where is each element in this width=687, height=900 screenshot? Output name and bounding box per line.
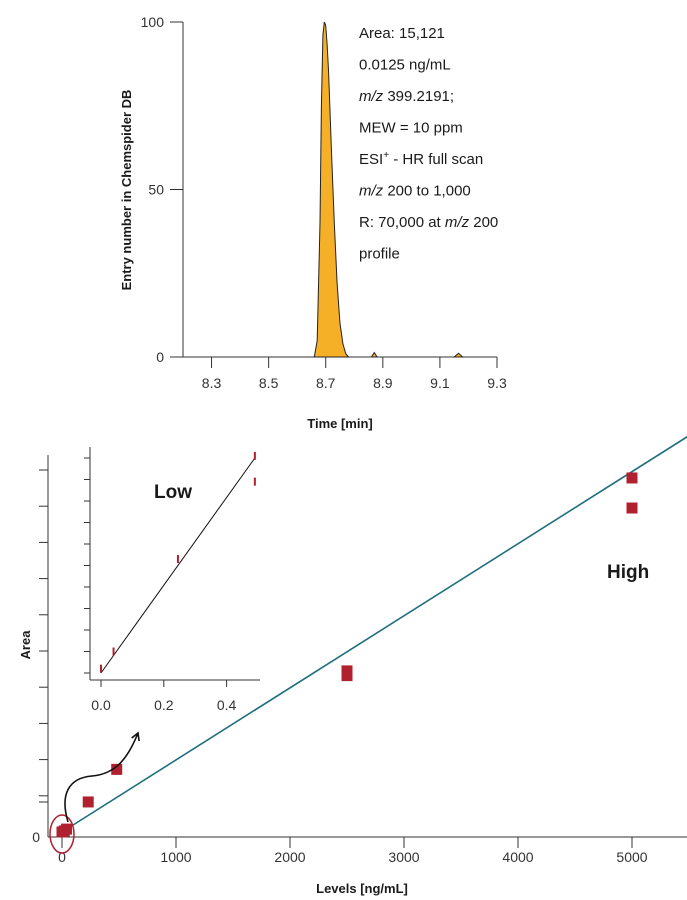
chromatogram-x-tick-label: 9.3	[487, 375, 507, 391]
calibration-points	[56, 472, 638, 838]
chromatogram-x-tick-label: 8.3	[202, 375, 222, 391]
inset-x-ticks: 0.0 0.2 0.4	[91, 680, 237, 713]
inset-point	[253, 451, 256, 460]
inset-y-ticks	[84, 457, 90, 674]
low-range-inset: 0.0 0.2 0.4 Low	[84, 447, 260, 713]
inset-point	[176, 555, 179, 564]
minor-peak	[452, 352, 465, 358]
chromatogram-y-tick-label: 50	[148, 182, 164, 198]
low-label: Low	[154, 482, 192, 503]
chromatogram-chart: 0 50 100 8.3 8.5 8.7 8.9 9.1 9.3 Time [min] Ent…	[119, 14, 507, 431]
calibration-x-tick-label: 0	[58, 849, 66, 865]
annotation-line: Area: 15,121	[359, 25, 445, 42]
annotation-line: MEW = 10 ppm	[359, 120, 463, 137]
minor-peak	[370, 351, 379, 358]
inset-point	[112, 647, 115, 656]
annotation-line: m/z 200 to 1,000	[359, 183, 471, 200]
calibration-x-ticks: 0 1000 2000 3000 4000 5000	[58, 837, 648, 865]
high-label: High	[607, 562, 649, 583]
low-range-highlight	[49, 814, 75, 854]
chromatogram-y-tick-label: 100	[141, 14, 165, 30]
calibration-y-tick-label: 0	[32, 829, 40, 845]
chromatogram-x-tick-label: 8.5	[259, 375, 279, 391]
annotation-line: ESI+ - HR full scan	[359, 150, 483, 168]
chromatogram-y-ticks: 0 50 100	[141, 14, 183, 365]
calibration-x-tick-label: 5000	[616, 849, 647, 865]
chromatogram-x-tick-label: 8.9	[373, 375, 393, 391]
calibration-x-tick-label: 3000	[388, 849, 419, 865]
annotation-line: profile	[359, 246, 400, 263]
calibration-point	[626, 472, 638, 484]
calibration-chart: 0 0 1000 2000 3000 4000 5000 Levels [ng/mL] A…	[18, 435, 687, 896]
zoom-arrow-icon	[64, 731, 140, 823]
calibration-x-tick-label: 4000	[502, 849, 533, 865]
chromatogram-x-ticks: 8.3 8.5 8.7 8.9 9.1 9.3	[202, 357, 507, 391]
annotation-line: m/z 399.2191;	[359, 88, 454, 105]
calibration-y-ticks: 0	[32, 469, 48, 845]
chromatogram-y-tick-label: 0	[156, 349, 164, 365]
calibration-fit-line	[61, 435, 687, 833]
analyte-peak	[313, 21, 350, 358]
calibration-x-tick-label: 1000	[160, 849, 191, 865]
calibration-x-axis-title: Levels [ng/mL]	[316, 881, 408, 896]
calibration-point	[82, 796, 94, 808]
calibration-regression-line	[61, 435, 687, 833]
chromatogram-y-axis-title: Entry number in Chemspider DB	[119, 90, 134, 291]
calibration-point	[626, 502, 638, 514]
calibration-x-tick-label: 2000	[274, 849, 305, 865]
inset-x-tick-label: 0.0	[91, 697, 111, 713]
calibration-y-axis-title: Area	[18, 630, 33, 660]
inset-fit-line	[100, 457, 256, 674]
inset-x-tick-label: 0.4	[217, 697, 237, 713]
annotation-line: R: 70,000 at m/z 200	[359, 214, 498, 231]
inset-points	[100, 451, 256, 673]
calibration-point	[341, 665, 353, 677]
chromatogram-x-axis-title: Time [min]	[307, 416, 373, 431]
inset-x-tick-label: 0.2	[154, 697, 174, 713]
calibration-point	[111, 763, 123, 775]
annotation-line: 0.0125 ng/mL	[359, 57, 451, 74]
acquisition-annotations: Area: 15,121 0.0125 ng/mL m/z 399.2191; MEW…	[359, 25, 498, 263]
chromatogram-x-tick-label: 9.1	[430, 375, 450, 391]
chromatogram-x-tick-label: 8.7	[316, 375, 336, 391]
chromatogram-peaks	[313, 21, 465, 358]
inset-point	[253, 477, 256, 486]
calibration-point	[61, 823, 73, 835]
inset-regression-line	[100, 457, 256, 674]
inset-point	[100, 664, 102, 673]
